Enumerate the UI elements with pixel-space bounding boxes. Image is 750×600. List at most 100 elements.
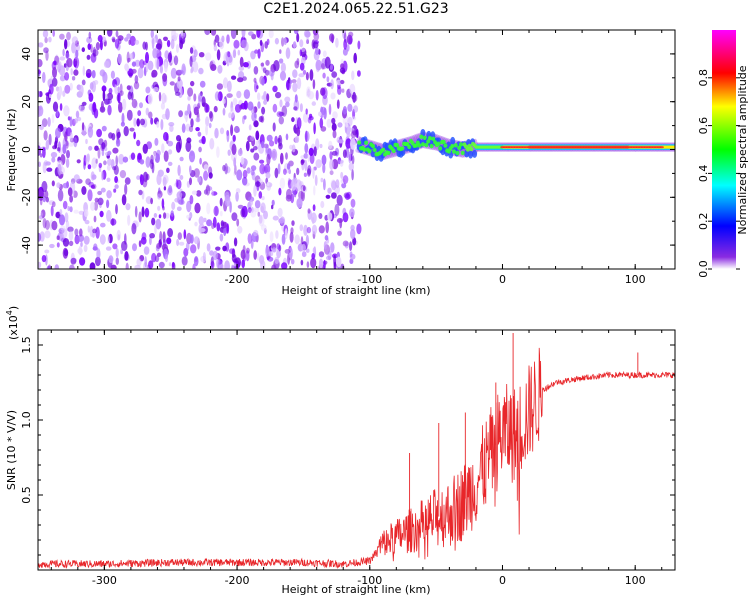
noise-blob bbox=[125, 203, 131, 211]
noise-blob bbox=[226, 34, 230, 44]
noise-blob bbox=[263, 91, 267, 101]
ridge-peak bbox=[438, 146, 443, 151]
noise-blob bbox=[348, 36, 353, 45]
noise-blob bbox=[264, 163, 271, 175]
noise-blob bbox=[176, 191, 183, 200]
noise-blob bbox=[68, 142, 75, 147]
noise-blob bbox=[194, 221, 198, 227]
noise-blob bbox=[165, 108, 170, 120]
ridge-peak bbox=[364, 140, 369, 145]
noise-blob bbox=[118, 153, 125, 165]
noise-blob bbox=[115, 155, 118, 167]
noise-blob bbox=[339, 67, 346, 74]
noise-blob bbox=[93, 243, 98, 251]
noise-blob bbox=[285, 152, 288, 160]
noise-blob bbox=[177, 232, 182, 240]
noise-blob bbox=[222, 245, 227, 252]
noise-blob bbox=[129, 127, 135, 132]
noise-blob bbox=[115, 204, 118, 215]
noise-blob bbox=[156, 173, 162, 186]
noise-blob bbox=[99, 210, 104, 218]
noise-blob bbox=[42, 147, 46, 159]
noise-blob bbox=[73, 69, 79, 76]
noise-blob bbox=[74, 228, 79, 237]
noise-blob bbox=[131, 91, 134, 101]
noise-blob bbox=[156, 149, 161, 157]
noise-blob bbox=[307, 208, 311, 214]
noise-blob bbox=[47, 117, 51, 127]
noise-blob bbox=[232, 134, 236, 142]
noise-blob bbox=[222, 164, 226, 172]
noise-blob bbox=[279, 99, 283, 108]
noise-blob bbox=[163, 131, 169, 142]
noise-blob bbox=[226, 223, 230, 234]
noise-blob bbox=[255, 130, 260, 141]
snr-multiplier: (x104) bbox=[5, 306, 20, 340]
noise-blob bbox=[277, 163, 281, 175]
noise-blob bbox=[305, 72, 309, 81]
noise-blob bbox=[71, 36, 79, 45]
noise-blob bbox=[190, 68, 193, 74]
x-tick-label: -200 bbox=[225, 273, 250, 286]
noise-blob bbox=[87, 164, 92, 170]
noise-blob bbox=[216, 222, 221, 232]
noise-blob bbox=[258, 116, 264, 123]
noise-blob bbox=[350, 228, 356, 240]
noise-blob bbox=[318, 213, 323, 219]
noise-blob bbox=[231, 143, 237, 156]
noise-blob bbox=[328, 140, 333, 150]
noise-blob bbox=[80, 241, 83, 248]
noise-blob bbox=[345, 138, 352, 149]
noise-blob bbox=[197, 131, 202, 137]
noise-blob bbox=[193, 49, 198, 58]
noise-blob bbox=[205, 104, 210, 113]
noise-blob bbox=[106, 210, 112, 222]
noise-blob bbox=[100, 100, 104, 112]
noise-blob bbox=[277, 207, 283, 218]
noise-blob bbox=[131, 98, 138, 109]
noise-blob bbox=[189, 195, 194, 205]
noise-blob bbox=[299, 62, 305, 71]
x-tick-label: -300 bbox=[92, 273, 117, 286]
noise-blob bbox=[170, 210, 174, 217]
noise-blob bbox=[226, 93, 233, 98]
noise-blob bbox=[219, 210, 223, 217]
noise-blob bbox=[47, 79, 52, 85]
noise-blob bbox=[150, 197, 154, 205]
noise-blob bbox=[133, 81, 140, 90]
noise-blob bbox=[74, 118, 78, 124]
noise-blob bbox=[291, 117, 295, 123]
noise-blob bbox=[223, 227, 227, 237]
noise-blob bbox=[89, 82, 94, 90]
noise-blob bbox=[99, 234, 106, 245]
noise-blob bbox=[139, 118, 146, 126]
noise-blob bbox=[79, 228, 83, 237]
noise-blob bbox=[122, 98, 127, 111]
noise-blob bbox=[186, 200, 192, 213]
noise-blob bbox=[141, 232, 147, 241]
noise-blob bbox=[322, 50, 327, 58]
noise-blob bbox=[81, 101, 87, 106]
noise-blob bbox=[284, 249, 291, 254]
noise-blob bbox=[271, 264, 277, 269]
ridge-peak bbox=[460, 150, 465, 156]
noise-blob bbox=[214, 127, 219, 139]
noise-blob bbox=[57, 61, 62, 70]
noise-blob bbox=[128, 72, 133, 78]
noise-blob bbox=[326, 118, 332, 128]
noise-blob bbox=[247, 207, 252, 214]
noise-blob bbox=[58, 214, 66, 226]
noise-blob bbox=[50, 205, 54, 217]
noise-blob bbox=[213, 205, 219, 217]
noise-blob bbox=[203, 170, 209, 181]
ridge-peak bbox=[429, 143, 434, 149]
noise-blob bbox=[351, 169, 354, 181]
noise-blob bbox=[318, 111, 322, 117]
noise-blob bbox=[38, 42, 44, 48]
noise-blob bbox=[112, 147, 119, 154]
noise-blob bbox=[97, 190, 102, 196]
noise-blob bbox=[69, 131, 73, 142]
noise-blob bbox=[351, 116, 357, 121]
noise-blob bbox=[54, 140, 58, 149]
noise-blob bbox=[173, 32, 179, 38]
